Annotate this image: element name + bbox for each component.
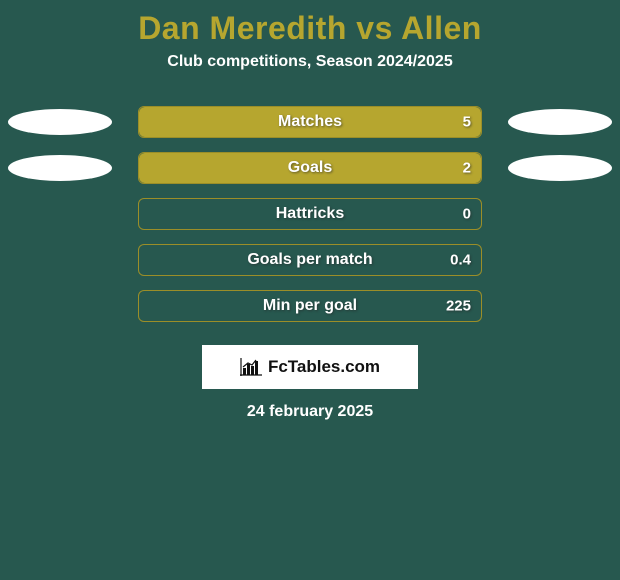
right-ellipse xyxy=(508,109,612,135)
right-ellipse xyxy=(508,155,612,181)
stat-bar-fill xyxy=(139,153,481,183)
stat-bar-fill xyxy=(139,107,481,137)
page-subtitle: Club competitions, Season 2024/2025 xyxy=(0,53,620,99)
stat-row: Hattricks0 xyxy=(0,191,620,237)
left-ellipse xyxy=(8,109,112,135)
barchart-icon xyxy=(240,358,262,376)
stat-bar: Goals per match0.4 xyxy=(138,244,482,276)
logo-box: FcTables.com xyxy=(202,345,418,389)
stat-bar: Min per goal225 xyxy=(138,290,482,322)
stat-value: 225 xyxy=(446,298,471,315)
stat-bar: Goals2 xyxy=(138,152,482,184)
stat-bar: Matches5 xyxy=(138,106,482,138)
logo-text: FcTables.com xyxy=(268,357,380,377)
stat-row: Goals2 xyxy=(0,145,620,191)
stat-row: Matches5 xyxy=(0,99,620,145)
stat-row: Goals per match0.4 xyxy=(0,237,620,283)
stat-label: Goals per match xyxy=(139,251,481,269)
stat-label: Hattricks xyxy=(139,205,481,223)
stat-value: 0 xyxy=(463,206,471,223)
stat-row: Min per goal225 xyxy=(0,283,620,329)
stat-rows: Matches5Goals2Hattricks0Goals per match0… xyxy=(0,99,620,329)
date-text: 24 february 2025 xyxy=(0,403,620,421)
stat-label: Min per goal xyxy=(139,297,481,315)
left-ellipse xyxy=(8,155,112,181)
page-title: Dan Meredith vs Allen xyxy=(0,0,620,53)
stat-bar: Hattricks0 xyxy=(138,198,482,230)
comparison-infographic: Dan Meredith vs Allen Club competitions,… xyxy=(0,0,620,580)
stat-value: 0.4 xyxy=(450,252,471,269)
